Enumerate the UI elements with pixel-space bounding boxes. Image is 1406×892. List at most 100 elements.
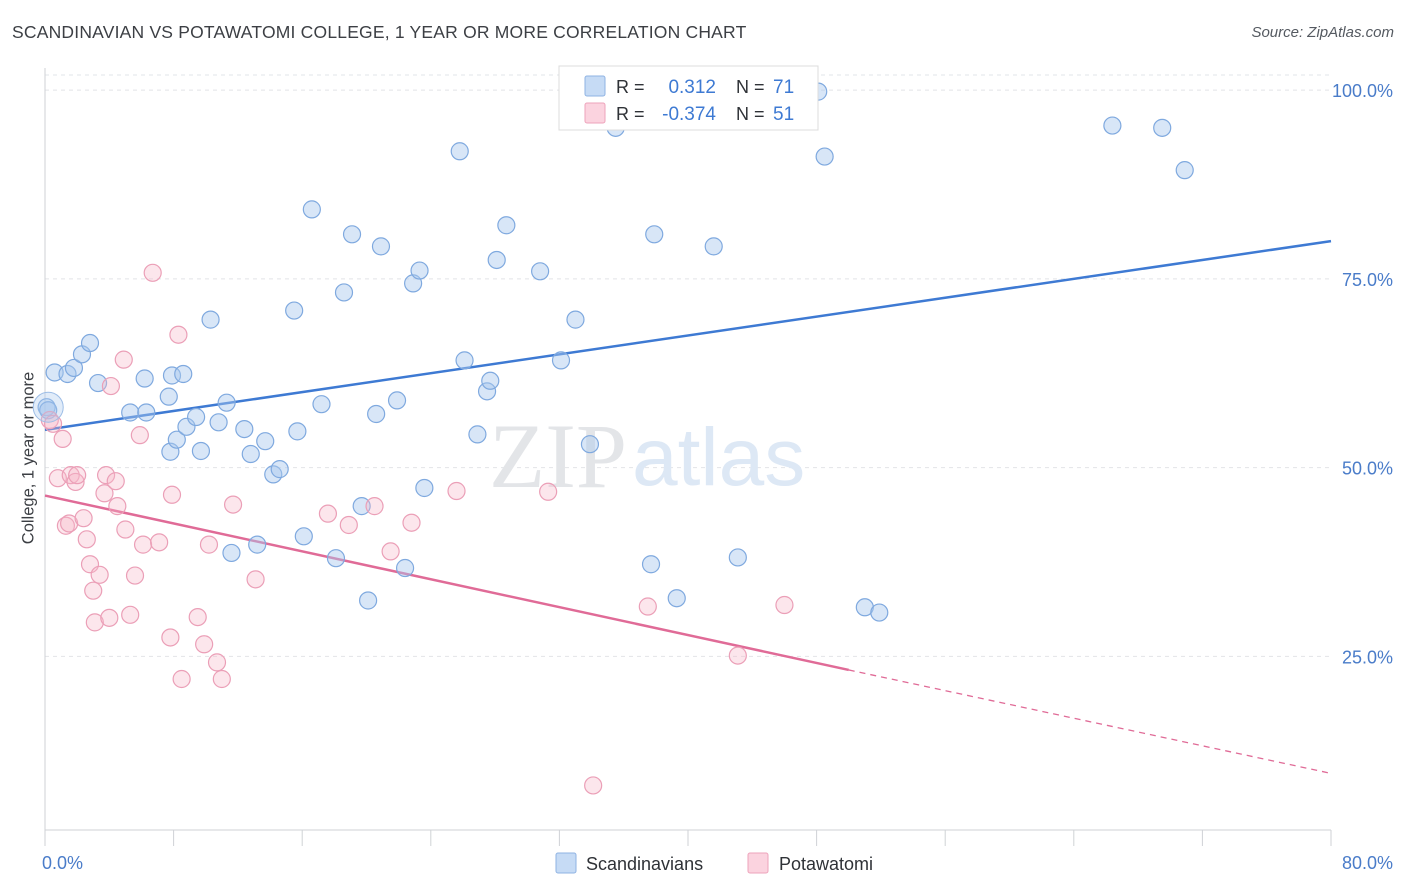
point-scandinavians: [497, 216, 516, 235]
point-scandinavians: [187, 407, 206, 427]
point-scandinavians: [191, 441, 211, 461]
point-scandinavians: [487, 250, 506, 270]
point-potawatomi: [365, 497, 384, 516]
point-scandinavians: [450, 142, 469, 161]
point-potawatomi: [207, 653, 227, 672]
point-potawatomi: [114, 350, 133, 369]
legend-swatch-scandinavians: [584, 75, 606, 97]
point-scandinavians: [64, 358, 84, 378]
legend-top: R = R = 0.312 -0.374 N = N = 71 51: [558, 65, 819, 131]
point-potawatomi: [143, 263, 162, 282]
point-potawatomi: [212, 669, 231, 689]
point-scandinavians: [334, 283, 354, 302]
point-potawatomi: [402, 513, 421, 532]
point-scandinavians: [1103, 116, 1122, 135]
trend-line-potawatomi-extension: [848, 669, 1332, 775]
point-scandinavians: [1175, 161, 1194, 180]
point-scandinavians: [241, 444, 260, 464]
point-potawatomi: [74, 509, 93, 528]
point-potawatomi: [56, 516, 75, 535]
point-scandinavians-cluster: [32, 391, 64, 423]
point-scandinavians: [248, 535, 267, 554]
point-potawatomi: [381, 542, 400, 561]
y-tick-label: 75.0%: [1342, 270, 1393, 290]
point-scandinavians: [580, 435, 600, 454]
point-potawatomi: [108, 497, 127, 516]
point-scandinavians: [667, 589, 686, 608]
point-scandinavians: [468, 425, 487, 444]
trend-line-potawatomi: [44, 494, 850, 672]
point-potawatomi: [223, 495, 243, 514]
point-potawatomi: [195, 635, 214, 654]
legend-label-potawatomi: Potawatomi: [779, 854, 873, 874]
point-potawatomi: [161, 628, 180, 647]
point-scandinavians: [326, 549, 346, 568]
point-scandinavians: [256, 432, 275, 451]
point-scandinavians: [531, 262, 550, 281]
legend-r-label: R =: [616, 77, 645, 97]
watermark-atlas: atlas: [632, 412, 805, 503]
point-scandinavians: [217, 393, 236, 412]
legend-n-value: 51: [773, 104, 794, 125]
point-potawatomi: [133, 535, 153, 554]
legend-label-scandinavians: Scandinavians: [586, 854, 703, 874]
point-scandinavians: [121, 403, 140, 422]
point-scandinavians: [1153, 118, 1172, 137]
point-potawatomi: [169, 325, 188, 344]
trend-lines: [44, 239, 1332, 775]
point-potawatomi: [53, 429, 72, 449]
point-potawatomi: [96, 466, 116, 485]
point-scandinavians: [410, 261, 429, 280]
point-scandinavians: [270, 460, 289, 479]
source-label: Source: ZipAtlas.com: [1251, 24, 1394, 41]
point-potawatomi: [584, 776, 603, 795]
point-scandinavians: [235, 419, 254, 439]
point-scandinavians: [371, 237, 391, 256]
chart-title: SCANDINAVIAN VS POTAWATOMI COLLEGE, 1 YE…: [12, 22, 747, 42]
point-potawatomi: [90, 565, 109, 584]
point-scandinavians: [80, 333, 100, 353]
point-scandinavians: [137, 403, 156, 422]
point-potawatomi: [77, 530, 96, 549]
point-potawatomi: [66, 472, 85, 492]
axes: [44, 68, 1332, 846]
point-potawatomi: [638, 597, 657, 616]
point-potawatomi: [775, 595, 794, 615]
y-tick-label: 100.0%: [1332, 81, 1393, 101]
point-potawatomi: [162, 485, 182, 504]
legend-swatch-scandinavians: [555, 852, 577, 874]
watermark-zip: ZIP: [489, 405, 627, 507]
legend-bottom: Scandinavians Potawatomi: [555, 852, 873, 874]
point-potawatomi: [318, 504, 338, 523]
tick-labels: 100.0% 75.0% 50.0% 25.0% 0.0% 80.0%: [42, 81, 1393, 873]
point-scandinavians: [815, 147, 834, 166]
x-tick-label: 80.0%: [1342, 853, 1393, 873]
point-potawatomi: [447, 481, 466, 501]
legend-n-label: N =: [736, 77, 765, 97]
point-potawatomi: [339, 515, 358, 535]
point-potawatomi: [172, 669, 191, 689]
legend-n-label: N =: [736, 104, 765, 124]
point-scandinavians: [367, 404, 386, 424]
legend-r-value: -0.374: [662, 104, 716, 125]
legend-n-value: 71: [773, 77, 794, 98]
legend-swatch-potawatomi: [747, 852, 769, 874]
point-potawatomi: [199, 535, 219, 554]
point-potawatomi: [116, 520, 135, 539]
watermark: ZIP atlas: [489, 405, 805, 507]
point-potawatomi: [121, 605, 140, 624]
point-scandinavians: [209, 413, 228, 432]
point-scandinavians: [159, 387, 178, 406]
point-scandinavians: [415, 478, 434, 498]
y-tick-label: 50.0%: [1342, 459, 1393, 479]
point-scandinavians: [387, 391, 407, 410]
data-points: [32, 82, 1194, 795]
point-scandinavians: [566, 310, 585, 329]
point-scandinavians: [342, 225, 362, 244]
trend-line-scandinavians: [44, 239, 1332, 432]
point-potawatomi: [150, 533, 169, 552]
point-scandinavians: [455, 351, 474, 370]
point-potawatomi: [246, 570, 265, 589]
point-scandinavians: [288, 422, 307, 441]
